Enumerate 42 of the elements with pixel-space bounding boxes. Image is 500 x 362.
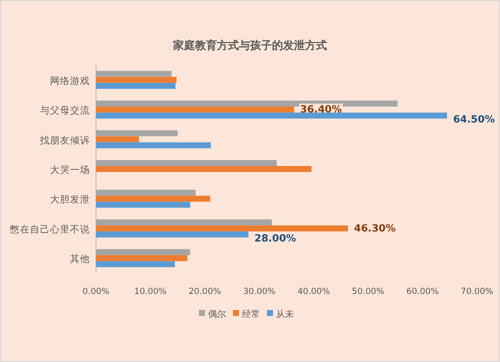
bar xyxy=(96,231,248,238)
bar xyxy=(96,112,448,119)
bar xyxy=(96,249,190,256)
x-tick-label: 40.00% xyxy=(298,287,330,297)
bar xyxy=(96,100,398,107)
bar xyxy=(96,136,139,142)
bar xyxy=(96,160,277,166)
bar xyxy=(96,261,175,268)
bar xyxy=(96,202,190,208)
bar xyxy=(96,76,177,83)
bar xyxy=(96,255,188,262)
data-label: 28.00% xyxy=(254,233,296,244)
bar xyxy=(96,70,172,77)
y-tick-label: 大胆发泄 xyxy=(50,194,90,206)
bar xyxy=(96,190,196,196)
x-tick-label: 10.00% xyxy=(134,287,167,297)
bar xyxy=(96,82,176,89)
x-tick-label: 70.00% xyxy=(460,287,494,297)
bar xyxy=(96,219,272,226)
y-tick-label: 网络游戏 xyxy=(50,74,90,87)
x-tick-label: 30.00% xyxy=(243,287,276,297)
data-label: 46.30% xyxy=(354,223,396,234)
chart-title: 家庭教育方式与孩子的发泄方式 xyxy=(172,39,327,52)
bar xyxy=(96,225,348,232)
bar xyxy=(96,130,178,136)
bar xyxy=(96,106,294,113)
bar xyxy=(96,166,312,172)
x-tick-label: 60.00% xyxy=(406,287,439,297)
y-tick-label: 找朋友倾诉 xyxy=(39,134,90,146)
data-label: 64.50% xyxy=(453,114,495,126)
y-tick-label: 大哭一场 xyxy=(50,164,90,176)
x-tick-label: 0.00% xyxy=(82,287,110,297)
legend-label: 从未 xyxy=(276,309,294,320)
y-tick-label: 其他 xyxy=(70,253,90,266)
bar xyxy=(96,142,211,148)
bar xyxy=(96,196,210,202)
y-tick-label: 憋在自己心里不说 xyxy=(9,223,90,236)
legend-label: 偶尔 xyxy=(208,309,226,320)
x-tick-label: 50.00% xyxy=(352,287,384,297)
y-tick-label: 与父母交流 xyxy=(40,104,90,117)
legend-label: 经常 xyxy=(242,309,260,320)
x-tick-label: 20.00% xyxy=(188,287,222,297)
